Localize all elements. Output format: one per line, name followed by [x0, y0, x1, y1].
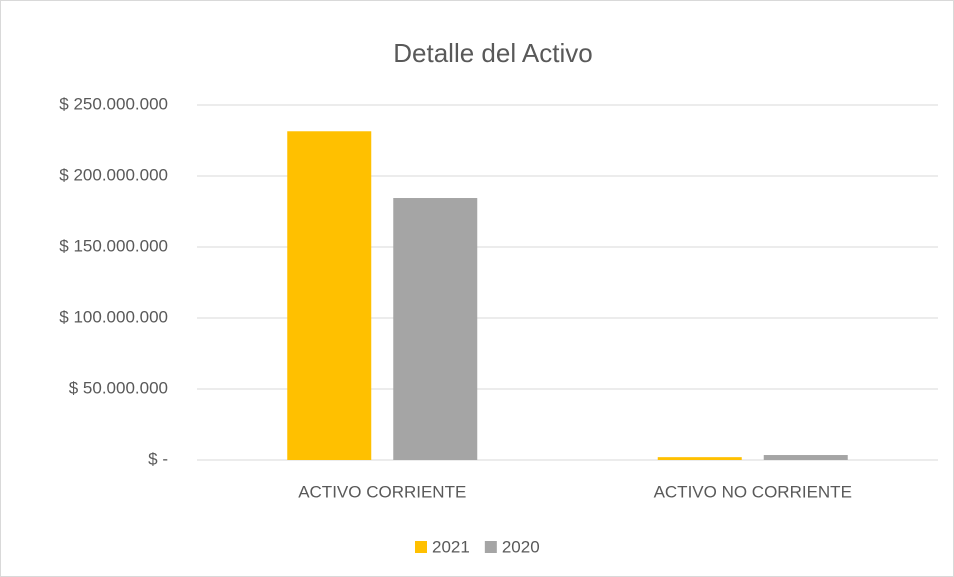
legend-swatch — [484, 541, 497, 553]
legend-label: 2021 — [432, 537, 470, 556]
y-tick-label: $ 50.000.000 — [69, 378, 168, 397]
y-tick-label: $ 250.000.000 — [59, 94, 168, 113]
bar — [657, 457, 742, 460]
bar — [763, 455, 848, 460]
y-tick-label: $ - — [148, 449, 168, 468]
y-tick-label: $ 100.000.000 — [59, 307, 168, 326]
y-tick-label: $ 150.000.000 — [59, 236, 168, 255]
chart-title: Detalle del Activo — [393, 38, 592, 68]
bar — [393, 198, 478, 460]
legend-label: 2020 — [502, 537, 540, 556]
bar — [287, 131, 372, 460]
y-tick-label: $ 200.000.000 — [59, 165, 168, 184]
x-tick-label: ACTIVO CORRIENTE — [298, 482, 466, 501]
legend-swatch — [415, 541, 427, 553]
x-tick-label: ACTIVO NO CORRIENTE — [654, 482, 852, 501]
